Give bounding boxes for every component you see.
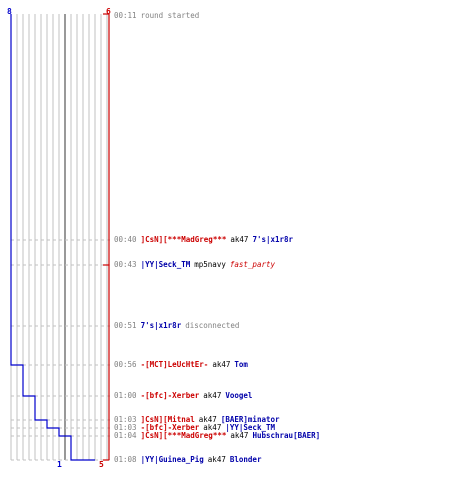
player-name: |YY|Guinea_Pig [140,455,204,464]
weapon-name: ak47 [203,391,222,400]
blue-end-count: 1 [57,460,62,469]
player-name: -[bfc]-Xerber [140,391,200,400]
event-time: 00:56 [114,360,137,369]
weapon-name: ak47 [203,423,222,432]
player-name: 7's|x1r8r [252,235,294,244]
weapon-name: mp5navy [194,260,226,269]
event-time: 00:43 [114,260,137,269]
player-name: -[MCT]LeUcHtEr- [140,360,209,369]
event-time: 01:04 [114,431,137,440]
event-time: 01:00 [114,391,137,400]
event-row: 00:11 round started [114,11,203,20]
player-name: fast_party [229,260,276,269]
event-row: 01:03]CsN][Mitnal ak47 [BAER]minator [114,415,284,424]
player-name: ]CsN][Mitnal [140,415,195,424]
event-row: 00:56 -[MCT]LeUcHtEr-ak47 Tom [114,360,252,369]
weapon-name: ak47 [230,235,249,244]
player-name: Voogel [225,391,253,400]
player-name: 7's|x1r8r [140,321,182,330]
player-name: ]CsN][***MadGreg*** [140,235,227,244]
red-end-count: 5 [99,460,104,469]
event-time: 01:03 [114,423,137,432]
event-time: 00:51 [114,321,137,330]
player-name: |YY|Seck_TM [225,423,276,432]
event-row: 01:03 -[bfc]-Xerber ak47 |YY|Seck_TM [114,423,279,432]
player-name: -[bfc]-Xerber [140,423,200,432]
weapon-name: ak47 [230,431,249,440]
player-name: Blonder [229,455,262,464]
event-row: 01:04]CsN][***MadGreg*** ak47 Hubschrau[BA… [114,431,324,440]
player-name: [BAER]minator [220,415,280,424]
weapon-name: ak47 [212,360,231,369]
event-time: 01:03 [114,415,137,424]
event-row: 01:00 -[bfc]-Xerber ak47 Voogel [114,391,256,400]
event-row: 01:08 |YY|Guinea_Pig ak47 Blonder [114,455,265,464]
event-time: 00:40 [114,235,137,244]
event-text: round started [140,11,200,20]
player-name: Hubschrau[BAER] [252,431,321,440]
player-name: ]CsN][***MadGreg*** [140,431,227,440]
weapon-name: ak47 [198,415,217,424]
event-time: 01:08 [114,455,137,464]
blue-team-line [10,14,95,461]
red-start-count: 6 [106,7,111,16]
weapon-name: ak47 [207,455,226,464]
event-row: 00:51 7's|x1r8r disconnected [114,321,243,330]
event-text: disconnected [185,321,240,330]
blue-start-count: 8 [7,7,12,16]
event-row: 00:40]CsN][***MadGreg*** ak47 7's|x1r8r [114,235,297,244]
event-row: 00:43 |YY|Seck_TM mp5navy fast_party [114,260,279,269]
player-count-chart [10,13,112,461]
event-time: 00:11 [114,11,137,20]
player-name: |YY|Seck_TM [140,260,191,269]
player-name: Tom [234,360,248,369]
